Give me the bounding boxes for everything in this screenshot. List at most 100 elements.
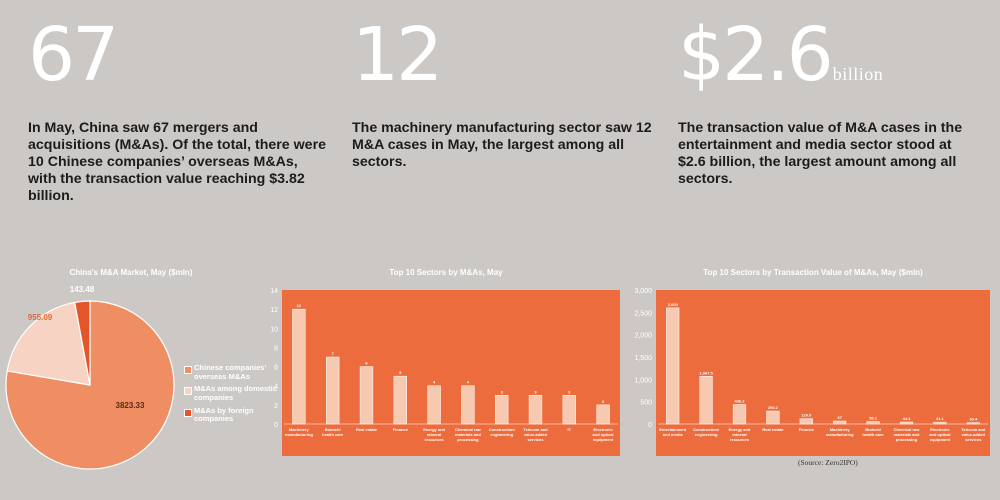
pie-value-label: 955.09 [28,313,53,322]
pie-slice [74,300,91,386]
bar-value-label: 55.1 [869,416,878,421]
bar [596,404,610,425]
x-category-label: Telecom and value-added services [961,427,986,442]
category-line: materials and [894,432,920,437]
bar [732,404,747,425]
category-line: and media [663,432,684,437]
bar-value-label: 1,067.5 [699,370,713,375]
bar-value-label: 7 [332,351,335,356]
x-category-label: Real estate [356,427,378,432]
category-line: value-added [524,432,548,437]
pie-legend: Chinese companies' overseas M&As M&As am… [184,363,284,428]
x-category-label: Biotech/health care [863,427,885,437]
stat-block-2: 12 The machinery manufacturing sector sa… [352,18,652,170]
legend-label-overseas: Chinese companies' overseas M&As [194,363,267,381]
category-line: Machinery [289,427,310,432]
y-tick-label: 0 [648,422,652,429]
bar [292,308,306,425]
legend-item-domestic: M&As among domestic companies [184,385,284,402]
category-line: materials and [455,432,481,437]
category-line: Machinery [830,427,851,432]
bar [933,421,947,425]
legend-swatch-overseas [184,366,192,374]
category-line: Entertainment [659,427,687,432]
x-category-label: Real estate [762,427,784,432]
plot-area [656,290,990,456]
x-category-label: Entertainment and media [659,427,687,437]
bar-value-label: 4 [467,380,470,385]
category-line: Biotech/ [865,427,882,432]
sectors-value-chart-title: Top 10 Sectors by Transaction Value of M… [703,268,923,277]
sectors-count-chart: 0 2 4 6 8 10 12 14 12 Machinery manufacturing 7 Biot… [270,288,620,456]
stat-text-3: The transaction value of M&A cases in th… [678,120,963,188]
category-line: services [527,437,544,442]
y-tick-label: 6 [274,365,278,372]
category-line: resources [730,437,750,442]
x-category-label: Energy and mineral resources [729,427,751,442]
category-line: Electronic [930,427,950,432]
bar-value-label: 3 [501,389,504,394]
bar [899,421,914,425]
category-line: services [965,437,982,442]
bar [393,375,407,425]
legend-item-overseas: Chinese companies' overseas M&As [184,363,284,381]
category-line: mineral [427,432,441,437]
category-line: health care [322,432,344,437]
pie-value-label: 3823.33 [116,401,145,410]
y-tick-label: 500 [640,400,652,407]
stat-block-1: 67 In May, China saw 67 mergers and acqu… [28,12,328,204]
bar [799,418,813,425]
y-tick-label: 12 [270,307,278,314]
category-line: manufacturing [285,432,313,437]
bar [495,395,509,425]
x-category-label: Energy and mineral resources [423,427,445,442]
bar [461,385,475,425]
bar [528,395,543,425]
legend-swatch-foreign [184,408,192,417]
x-category-label: Biotech/health care [322,427,344,437]
bar [359,366,374,425]
stat-number-1: 67 [28,12,119,98]
y-tick-label: 4 [274,384,278,391]
x-category-label: Machinery manufacturing [285,427,313,437]
category-line: processing [896,437,918,442]
category-line: and optical [929,432,950,437]
y-tick-label: 1,000 [634,377,652,384]
category-line: value-added [962,432,986,437]
category-line: Construction/ [489,427,516,432]
bar-value-label: 120.0 [801,413,812,418]
category-line: equipment [593,437,614,442]
category-line: Electronic [593,427,613,432]
y-tick-label: 0 [274,422,278,429]
y-tick-label: 3,000 [634,288,652,295]
y-tick-label: 1,500 [634,355,652,362]
bar [666,307,680,425]
stat-block-3: $2.6 billion The transaction value of M&A… [678,18,978,187]
category-line: resources [425,437,445,442]
bar-value-label: 30.4 [969,417,978,422]
bar [866,421,880,425]
bar-value-label: 3 [568,389,571,394]
category-line: engineering [695,432,718,437]
legend-label-domestic: M&As among domestic companies [194,384,277,402]
category-line: Biotech/ [325,427,342,432]
category-line: Energy and [729,427,751,432]
x-category-label: Chemical raw materials and processing [455,427,482,442]
category-line: Finance [393,427,409,432]
pie-slice [6,301,91,386]
bar-value-label: 436.2 [734,399,745,404]
category-line: Telecom and [961,427,986,432]
stat-unit-3: billion [832,64,884,84]
bar [766,410,780,425]
stat-text-2: The machinery manufacturing sector saw 1… [352,120,652,171]
category-line: Chemical raw [455,427,482,432]
x-category-label: Electronic and optical equipment [593,427,614,442]
x-category-label: IT [568,427,572,432]
x-category-label: Construction/engineering [693,427,720,437]
bar-value-label: 4 [433,380,436,385]
bar-value-label: 290.2 [768,405,779,410]
category-line: processing [457,437,479,442]
x-category-label: Chemical raw materials and processing [894,427,921,442]
y-tick-label: 10 [270,326,278,333]
category-line: Chemical raw [894,427,921,432]
